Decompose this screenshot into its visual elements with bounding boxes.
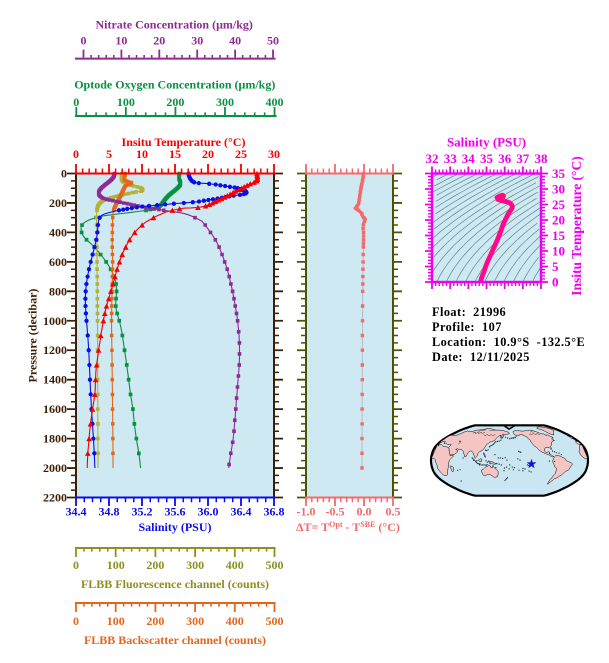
svg-text:0: 0 [73, 147, 79, 161]
svg-text:Date: 12/11/2025: Date: 12/11/2025 [432, 350, 530, 364]
svg-text:35.6: 35.6 [165, 505, 186, 519]
svg-text:0: 0 [73, 558, 79, 572]
svg-text:Nitrate Concentration (μm/kg): Nitrate Concentration (μm/kg) [95, 18, 252, 32]
svg-text:1000: 1000 [43, 314, 67, 328]
svg-text:1800: 1800 [43, 432, 67, 446]
svg-text:Salinity (PSU): Salinity (PSU) [447, 135, 526, 150]
svg-text:Float: 21996: Float: 21996 [432, 305, 506, 319]
svg-text:5: 5 [552, 259, 559, 274]
svg-text:34.4: 34.4 [66, 505, 87, 519]
svg-text:5: 5 [106, 147, 112, 161]
svg-text:400: 400 [226, 558, 244, 572]
svg-text:2000: 2000 [43, 461, 67, 475]
svg-text:36.8: 36.8 [264, 505, 285, 519]
svg-text:Insitu Temperature (°C): Insitu Temperature (°C) [569, 156, 584, 295]
svg-text:15: 15 [552, 228, 566, 243]
svg-text:500: 500 [266, 558, 284, 572]
svg-text:25: 25 [235, 147, 247, 161]
svg-text:300: 300 [216, 95, 234, 109]
svg-text:40: 40 [229, 34, 241, 48]
svg-text:FLBB Backscatter channel (coun: FLBB Backscatter channel (counts) [84, 633, 266, 647]
svg-text:Pressure (decibar): Pressure (decibar) [26, 289, 40, 383]
svg-text:100: 100 [117, 95, 135, 109]
svg-text:35: 35 [480, 151, 494, 166]
svg-text:2200: 2200 [43, 491, 67, 505]
svg-text:100: 100 [107, 614, 125, 628]
svg-text:400: 400 [266, 95, 284, 109]
svg-text:35: 35 [552, 166, 566, 181]
svg-text:-0.5: -0.5 [326, 505, 345, 519]
svg-text:FLBB Fluorescence channel (cou: FLBB Fluorescence channel (counts) [81, 577, 269, 591]
svg-text:10: 10 [115, 34, 127, 48]
svg-text:Profile: 107: Profile: 107 [432, 320, 502, 334]
svg-text:400: 400 [226, 614, 244, 628]
svg-text:Optode Oxygen Concentration (μ: Optode Oxygen Concentration (μm/kg) [74, 78, 275, 92]
svg-text:35.2: 35.2 [132, 505, 153, 519]
svg-text:0: 0 [73, 614, 79, 628]
svg-text:1400: 1400 [43, 373, 67, 387]
svg-text:400: 400 [49, 225, 67, 239]
svg-text:200: 200 [146, 614, 164, 628]
svg-text:600: 600 [49, 255, 67, 269]
svg-text:32: 32 [426, 151, 439, 166]
svg-text:34.8: 34.8 [99, 505, 120, 519]
svg-text:1200: 1200 [43, 343, 67, 357]
svg-text:25: 25 [552, 197, 566, 212]
svg-text:800: 800 [49, 284, 67, 298]
svg-text:15: 15 [169, 147, 181, 161]
svg-text:20: 20 [153, 34, 165, 48]
svg-text:36.0: 36.0 [198, 505, 219, 519]
svg-text:200: 200 [146, 558, 164, 572]
svg-text:33: 33 [444, 151, 458, 166]
svg-text:20: 20 [552, 213, 565, 228]
svg-text:34: 34 [462, 151, 476, 166]
svg-text:300: 300 [186, 558, 204, 572]
svg-text:100: 100 [107, 558, 125, 572]
svg-text:30: 30 [552, 182, 565, 197]
svg-text:10: 10 [552, 244, 565, 259]
svg-text:30: 30 [268, 147, 280, 161]
svg-text:200: 200 [166, 95, 184, 109]
svg-text:Salinity (PSU): Salinity (PSU) [138, 520, 211, 534]
svg-text:200: 200 [49, 196, 67, 210]
svg-text:30: 30 [191, 34, 203, 48]
svg-text:0: 0 [73, 95, 79, 109]
svg-text:Location: 10.9°S -132.5°E: Location: 10.9°S -132.5°E [432, 335, 585, 349]
svg-text:ΔT= TOpt - TSBE (°C): ΔT= TOpt - TSBE (°C) [296, 520, 400, 534]
svg-text:500: 500 [266, 614, 284, 628]
svg-text:0: 0 [61, 167, 67, 181]
svg-text:1600: 1600 [43, 402, 67, 416]
svg-text:50: 50 [267, 34, 279, 48]
svg-text:-1.0: -1.0 [297, 505, 316, 519]
svg-text:20: 20 [202, 147, 214, 161]
svg-text:0.0: 0.0 [357, 505, 372, 519]
svg-text:0.5: 0.5 [386, 505, 401, 519]
svg-text:38: 38 [535, 151, 549, 166]
svg-text:36: 36 [498, 151, 512, 166]
svg-text:0: 0 [81, 34, 87, 48]
svg-text:0: 0 [552, 275, 559, 290]
svg-text:36.4: 36.4 [231, 505, 252, 519]
svg-text:300: 300 [186, 614, 204, 628]
svg-text:37: 37 [516, 151, 530, 166]
svg-text:Insitu Temperature (°C): Insitu Temperature (°C) [122, 135, 246, 149]
svg-text:10: 10 [136, 147, 148, 161]
